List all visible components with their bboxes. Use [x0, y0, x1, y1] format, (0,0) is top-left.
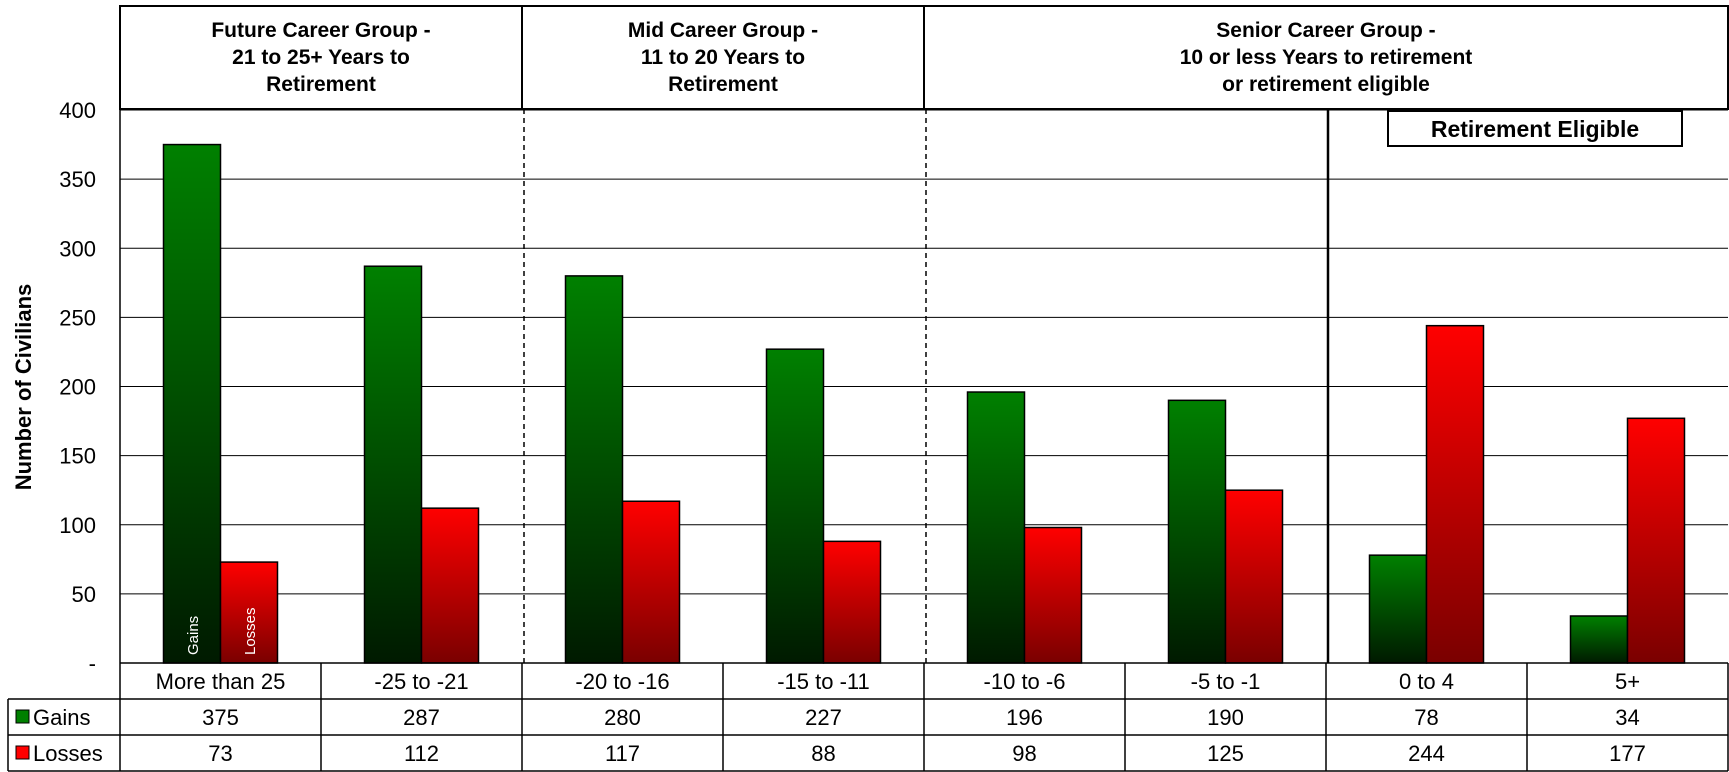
y-tick-label: 200 — [59, 375, 96, 400]
x-category-label: 5+ — [1615, 669, 1640, 694]
losses-bar — [420, 507, 480, 664]
x-category-label: -25 to -21 — [374, 669, 468, 694]
losses-bar — [1023, 526, 1083, 664]
data-table-value: 98 — [1012, 741, 1036, 766]
y-axis-title: Number of Civilians — [11, 284, 36, 491]
y-tick-label: 150 — [59, 444, 96, 469]
retirement-eligible-box — [1387, 110, 1683, 147]
gains-bar — [564, 275, 624, 664]
legend-swatch — [15, 745, 30, 760]
gains-in-bar-label: Gains — [185, 616, 202, 655]
data-table-value: 190 — [1207, 705, 1244, 730]
legend-series-name: Losses — [33, 741, 103, 766]
legend-swatch — [15, 709, 30, 724]
data-table-value: 34 — [1615, 705, 1639, 730]
losses-bar — [822, 540, 882, 664]
y-tick-label: 400 — [59, 98, 96, 123]
data-table-value: 78 — [1414, 705, 1438, 730]
data-table-value: 244 — [1408, 741, 1445, 766]
x-category-label: -10 to -6 — [984, 669, 1066, 694]
group-header-text: or retirement eligible — [1222, 73, 1430, 96]
data-table-value: 125 — [1207, 741, 1244, 766]
y-tick-label: 100 — [59, 513, 96, 538]
y-tick-label: 300 — [59, 236, 96, 261]
group-header-text: Retirement — [266, 73, 376, 96]
losses-bar — [1224, 489, 1284, 664]
group-header-box — [521, 5, 925, 110]
gains-bar — [1167, 399, 1227, 664]
group-header-text: 10 or less Years to retirement — [1180, 46, 1473, 69]
data-table-value: 280 — [604, 705, 641, 730]
x-category-label: -15 to -11 — [777, 669, 870, 694]
data-table-value: 375 — [202, 705, 239, 730]
gains-bar — [1569, 615, 1629, 664]
x-category-label: -20 to -16 — [575, 669, 669, 694]
y-tick-label: 50 — [72, 582, 96, 607]
losses-bar — [1626, 417, 1686, 664]
data-table-value: 287 — [403, 705, 440, 730]
gains-bar — [162, 143, 222, 664]
group-header-text: Mid Career Group - — [628, 19, 818, 42]
losses-bar — [1425, 324, 1485, 664]
y-tick-label: - — [89, 651, 96, 676]
gains-bar — [1368, 554, 1428, 664]
legend-series-name: Gains — [33, 705, 90, 730]
data-table-value: 177 — [1609, 741, 1646, 766]
data-table-value: 196 — [1006, 705, 1043, 730]
losses-in-bar-label: Losses — [242, 607, 259, 655]
x-category-label: More than 25 — [156, 669, 286, 694]
group-header-text: Retirement — [668, 73, 778, 96]
data-table-value: 227 — [805, 705, 842, 730]
retirement-eligible-label: Retirement Eligible — [1431, 116, 1639, 142]
y-tick-label: 350 — [59, 167, 96, 192]
data-table-value: 112 — [404, 741, 439, 766]
x-category-label: 0 to 4 — [1399, 669, 1454, 694]
x-category-label: -5 to -1 — [1191, 669, 1261, 694]
data-table-value: 73 — [208, 741, 232, 766]
y-tick-label: 250 — [59, 305, 96, 330]
group-header-text: 11 to 20 Years to — [641, 46, 805, 69]
gains-bar — [363, 265, 423, 664]
group-header-text: Senior Career Group - — [1216, 19, 1435, 42]
gains-bar — [765, 348, 825, 664]
group-header-box — [923, 5, 1729, 110]
losses-bar — [219, 561, 279, 664]
group-header-text: 21 to 25+ Years to — [232, 46, 410, 69]
group-header-text: Future Career Group - — [211, 19, 430, 42]
gains-bar — [966, 391, 1026, 664]
losses-bar — [621, 500, 681, 664]
data-table-value: 117 — [605, 741, 640, 766]
data-table-value: 88 — [811, 741, 835, 766]
